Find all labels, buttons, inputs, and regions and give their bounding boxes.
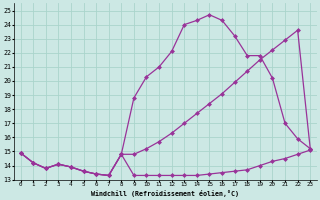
X-axis label: Windchill (Refroidissement éolien,°C): Windchill (Refroidissement éolien,°C) — [92, 190, 239, 197]
